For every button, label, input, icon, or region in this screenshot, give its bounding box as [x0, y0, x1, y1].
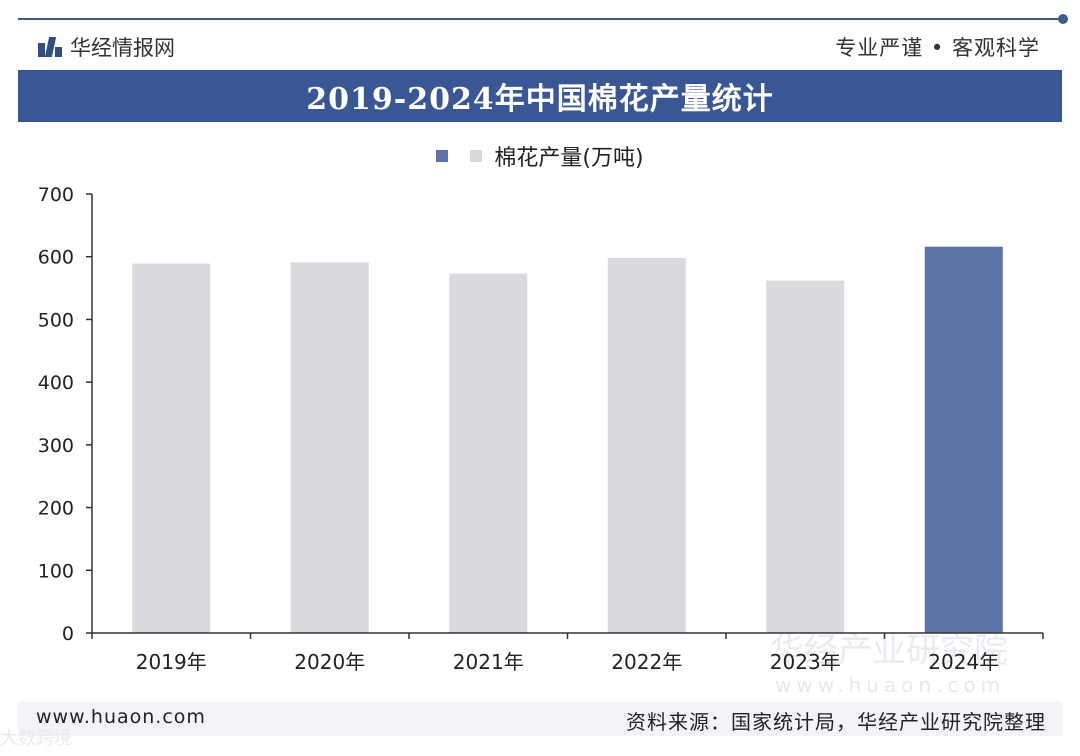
y-tick-label: 0: [62, 623, 74, 645]
legend-swatch-highlight: [436, 150, 449, 162]
legend-swatch: [470, 150, 483, 162]
x-tick-label: 2020年: [294, 650, 365, 674]
brand-name: 华经情报网: [70, 36, 175, 60]
footer-url: www.huaon.com: [36, 706, 206, 728]
bar: [290, 262, 369, 633]
brand: 华经情报网: [38, 32, 175, 62]
y-tick-label: 100: [38, 560, 74, 582]
y-tick-label: 200: [38, 498, 74, 520]
bar: [766, 280, 845, 633]
legend-label: 棉花产量(万吨): [494, 146, 644, 171]
x-tick-label: 2023年: [770, 650, 841, 674]
brand-logo-icon: [38, 37, 62, 57]
motto: 专业严谨 • 客观科学: [835, 36, 1040, 60]
title-bar: 2019-2024年中国棉花产量统计: [18, 70, 1062, 122]
y-tick-label: 500: [38, 309, 74, 331]
x-tick-label: 2021年: [453, 650, 524, 674]
watermark-url: www.huaon.com: [775, 673, 1005, 697]
x-tick-label: 2024年: [928, 650, 999, 674]
watermark-text: 华经产业研究院: [770, 631, 1008, 671]
footer: www.huaon.com 资料来源：国家统计局，华经产业研究院整理: [18, 702, 1062, 736]
x-tick-label: 2022年: [611, 650, 682, 674]
bar: [924, 246, 1003, 633]
y-tick-label: 400: [38, 372, 74, 394]
top-rule: [18, 14, 1068, 24]
x-tick-label: 2019年: [136, 650, 207, 674]
y-tick-label: 300: [38, 435, 74, 457]
y-tick-label: 600: [38, 247, 74, 269]
legend-entry: 棉花产量(万吨): [470, 140, 644, 172]
header: 华经情报网 专业严谨 • 客观科学: [18, 24, 1062, 66]
bar: [607, 257, 686, 633]
footer-source: 资料来源：国家统计局，华经产业研究院整理: [626, 710, 1046, 734]
legend: 棉花产量(万吨): [0, 140, 1080, 172]
bar: [449, 273, 528, 633]
corner-watermark: 大数跨境: [0, 728, 72, 749]
y-tick-label: 700: [38, 184, 74, 206]
chart-title: 2019-2024年中国棉花产量统计: [306, 82, 774, 117]
bar: [132, 263, 211, 633]
